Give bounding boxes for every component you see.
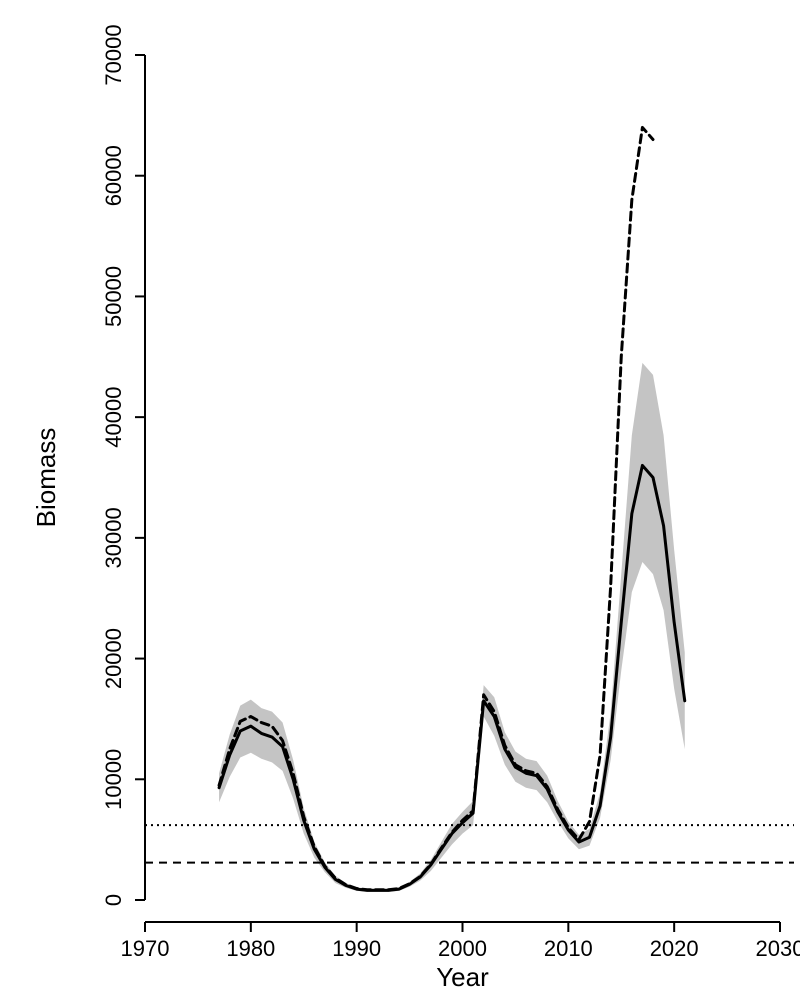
y-tick-label: 20000 — [101, 628, 126, 689]
y-tick-label: 50000 — [101, 266, 126, 327]
y-tick-label: 0 — [101, 894, 126, 906]
x-axis-label: Year — [436, 962, 489, 992]
chart-svg: 1970 1980 1990 2000 2010 2020 2030 Year 0 10000 20… — [0, 0, 800, 1000]
x-tick-label: 2010 — [544, 936, 593, 961]
y-tick-label: 10000 — [101, 749, 126, 810]
x-tick-label: 1980 — [226, 936, 275, 961]
x-tick-label: 2000 — [438, 936, 487, 961]
y-tick-label: 70000 — [101, 24, 126, 85]
y-axis-label: Biomass — [31, 428, 61, 528]
y-tick-label: 40000 — [101, 387, 126, 448]
x-tick-label: 2030 — [756, 936, 800, 961]
y-tick-label: 30000 — [101, 507, 126, 568]
biomass-timeseries-chart: 1970 1980 1990 2000 2010 2020 2030 Year 0 10000 20… — [0, 0, 800, 1000]
x-tick-label: 1970 — [121, 936, 170, 961]
x-tick-label: 2020 — [650, 936, 699, 961]
y-tick-label: 60000 — [101, 145, 126, 206]
x-tick-label: 1990 — [332, 936, 381, 961]
